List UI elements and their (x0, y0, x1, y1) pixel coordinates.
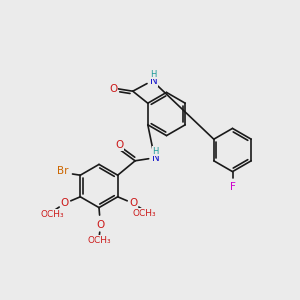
Text: Br: Br (57, 166, 68, 176)
Text: H: H (153, 147, 159, 156)
Text: OCH₃: OCH₃ (133, 209, 157, 218)
Text: O: O (129, 198, 137, 208)
Text: OCH₃: OCH₃ (40, 210, 64, 219)
Text: O: O (96, 220, 105, 230)
Text: N: N (150, 76, 158, 86)
Text: H: H (150, 70, 157, 79)
Text: O: O (116, 140, 124, 150)
Text: F: F (230, 182, 236, 192)
Text: O: O (109, 84, 117, 94)
Text: O: O (61, 198, 69, 208)
Text: N: N (152, 153, 160, 163)
Text: OCH₃: OCH₃ (87, 236, 111, 245)
